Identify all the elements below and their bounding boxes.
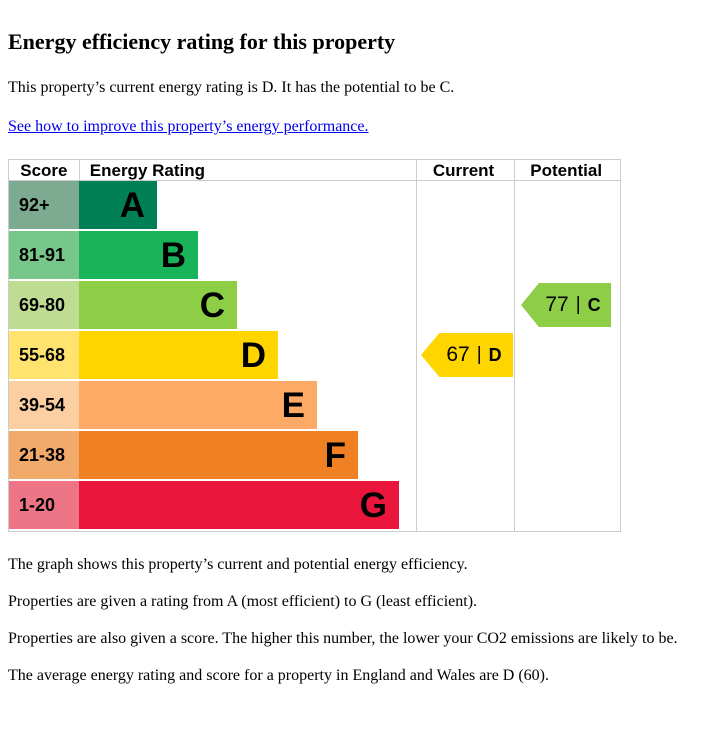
band-bar: F xyxy=(79,431,358,479)
band-letter: E xyxy=(281,385,305,425)
band-bar: A xyxy=(79,181,157,229)
footer-paragraph-score: Properties are also given a score. The h… xyxy=(8,630,678,647)
improve-performance-link[interactable]: See how to improve this property’s energ… xyxy=(8,118,369,135)
page: Energy efficiency rating for this proper… xyxy=(0,29,723,685)
header-column-divider xyxy=(79,160,80,181)
band-score-cell: 69-80 xyxy=(9,281,79,329)
band-row: 92+ A xyxy=(9,181,620,231)
band-row: 21-38 F xyxy=(9,431,620,481)
band-score-cell: 21-38 xyxy=(9,431,79,479)
energy-rating-chart: Score Energy Rating Current Potential 92… xyxy=(8,159,621,532)
band-letter: D xyxy=(240,335,266,375)
footer-paragraph-rating: Properties are given a rating from A (mo… xyxy=(8,593,478,610)
band-score-cell: 1-20 xyxy=(9,481,79,529)
band-letter: B xyxy=(160,235,186,275)
band-letter: G xyxy=(359,485,387,525)
band-row: 55-68 D xyxy=(9,331,620,381)
potential-column-divider xyxy=(514,160,515,531)
footer-paragraph-average: The average energy rating and score for … xyxy=(8,667,550,684)
improve-link-wrap: See how to improve this property’s energ… xyxy=(8,118,715,136)
band-score-cell: 92+ xyxy=(9,181,79,229)
current-rating-pointer: 67 | D xyxy=(421,333,513,377)
band-score-cell: 81-91 xyxy=(9,231,79,279)
band-letter: F xyxy=(324,435,346,475)
band-bar: C xyxy=(79,281,237,329)
band-bar: E xyxy=(79,381,317,429)
potential-score-value: 77 xyxy=(545,293,569,316)
footer-paragraph-graph: The graph shows this property’s current … xyxy=(8,556,468,573)
pointer-divider: | xyxy=(575,294,581,315)
band-score-cell: 55-68 xyxy=(9,331,79,379)
current-score-value: 67 xyxy=(446,343,470,366)
band-letter: C xyxy=(199,285,225,325)
band-row: 1-20 G xyxy=(9,481,620,531)
current-column-divider xyxy=(416,160,417,531)
column-header-current: Current xyxy=(432,161,495,180)
chart-header-row: Score Energy Rating Current Potential xyxy=(9,160,620,181)
column-header-potential: Potential xyxy=(530,161,603,180)
band-bar: D xyxy=(79,331,278,379)
band-letter: A xyxy=(119,185,145,225)
band-row: 81-91 B xyxy=(9,231,620,281)
footer-text: The graph shows this property’s current … xyxy=(8,556,715,685)
band-score-cell: 39-54 xyxy=(9,381,79,429)
intro-text: This property’s current energy rating is… xyxy=(8,79,455,96)
column-header-energy-rating: Energy Rating xyxy=(89,161,206,180)
band-bar: G xyxy=(79,481,399,529)
column-header-score: Score xyxy=(20,161,68,180)
band-row: 69-80 C xyxy=(9,281,620,331)
pointer-divider: | xyxy=(476,344,482,365)
potential-rating-letter: C xyxy=(587,294,601,315)
band-row: 39-54 E xyxy=(9,381,620,431)
current-rating-letter: D xyxy=(488,344,502,365)
potential-rating-pointer: 77 | C xyxy=(521,283,611,327)
page-title: Energy efficiency rating for this proper… xyxy=(8,29,396,54)
band-bar: B xyxy=(79,231,198,279)
chart-body: 92+ A 81-91 B 69-80 C 55-68 D 39-54 E 21… xyxy=(9,181,620,531)
